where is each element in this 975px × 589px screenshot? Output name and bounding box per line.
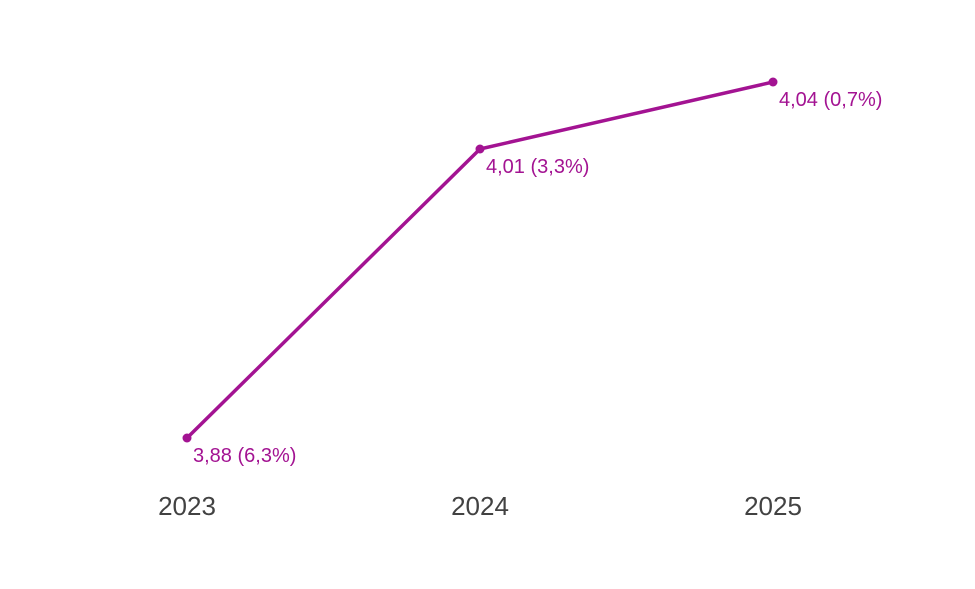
point-label-2024: 4,01 (3,3%) — [486, 156, 589, 178]
data-point-2023[interactable] — [182, 433, 192, 443]
point-label-2025: 4,04 (0,7%) — [779, 89, 882, 111]
x-axis-label-2025: 2025 — [744, 491, 802, 521]
trend-line — [185, 80, 775, 440]
data-point-2025[interactable] — [768, 77, 778, 87]
x-axis-label-2023: 2023 — [158, 491, 216, 521]
data-point-2024[interactable] — [475, 144, 485, 154]
x-axis-label-2024: 2024 — [451, 491, 509, 521]
point-label-2023: 3,88 (6,3%) — [193, 445, 296, 467]
